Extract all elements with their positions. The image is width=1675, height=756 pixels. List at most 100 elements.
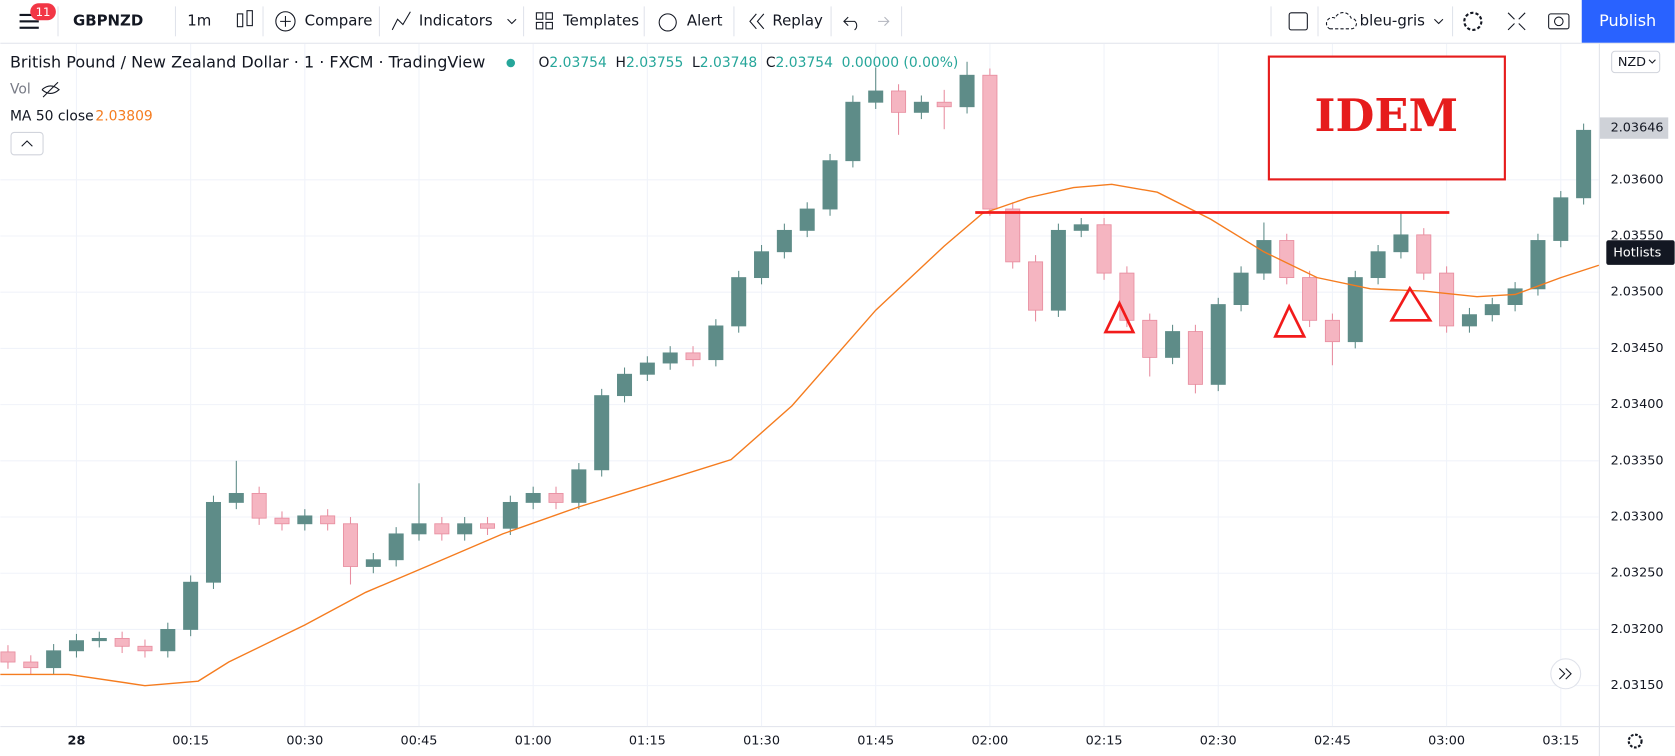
candle-body <box>1324 319 1340 343</box>
candle-body <box>434 523 450 535</box>
x-tick-label: 02:30 <box>1200 734 1237 749</box>
last-price-label: 2.03646 <box>1611 121 1664 136</box>
x-tick-label: 01:30 <box>743 734 780 749</box>
triangle-drawing[interactable] <box>1103 300 1136 334</box>
triangle-drawing[interactable] <box>1273 303 1307 338</box>
y-tick-label: 2.03350 <box>1611 453 1664 468</box>
candle-body <box>1576 129 1592 199</box>
scroll-button[interactable] <box>1550 658 1582 690</box>
candle-body <box>1279 240 1295 279</box>
layout-name[interactable]: bleu-gris <box>1360 11 1425 29</box>
scroll-icon <box>1558 668 1572 680</box>
series-title: British Pound / New Zealand Dollar · 1 ·… <box>10 53 485 72</box>
l-value: 2.03748 <box>700 55 757 71</box>
hotlists-label: Hotlists <box>1613 246 1661 261</box>
change-value: 0.00000 (0.00%) <box>842 55 959 71</box>
candle-body <box>342 523 358 567</box>
dropdown-arrow <box>507 18 517 25</box>
candle-body <box>1393 234 1409 253</box>
plot <box>0 61 1600 687</box>
interval[interactable]: 1m <box>187 11 211 29</box>
candle-body <box>1210 304 1226 385</box>
candle-body <box>548 492 564 503</box>
ma-label: MA 50 close <box>10 108 94 124</box>
hotlists-tab[interactable] <box>1606 240 1675 265</box>
candle-body <box>594 395 610 471</box>
candle-body <box>571 469 587 503</box>
candle-body <box>936 101 952 108</box>
compare-icon <box>275 11 296 32</box>
candle-body <box>251 492 267 519</box>
snapshot-button[interactable] <box>1548 13 1570 30</box>
ohlc-legend: O2.03754 H2.03755 L2.03748 C2.03754 0.00… <box>539 55 959 71</box>
candle-body <box>891 90 907 113</box>
templates-button[interactable]: Templates <box>562 11 639 29</box>
snapshot-lens <box>1553 16 1564 27</box>
compare-icon <box>280 16 291 27</box>
l-label: L <box>692 55 700 71</box>
y-tick-label: 2.03150 <box>1611 678 1664 693</box>
alert-icon <box>658 13 677 32</box>
settings-button[interactable] <box>1463 11 1483 31</box>
candle-body <box>525 492 541 503</box>
axis-settings[interactable] <box>1627 733 1643 749</box>
candle-body <box>1050 229 1066 311</box>
replay-button[interactable]: Replay <box>772 11 823 29</box>
indicators-button[interactable]: Indicators <box>419 11 493 29</box>
fullscreen-button[interactable] <box>1507 12 1526 31</box>
chart-type-button[interactable] <box>236 10 253 28</box>
icon <box>535 21 544 30</box>
candle-body <box>1439 272 1455 327</box>
candle-body <box>297 515 313 525</box>
candle-body <box>365 559 381 567</box>
candle-body <box>91 637 107 642</box>
undo-button[interactable] <box>843 16 858 31</box>
candle-body <box>685 352 701 361</box>
c-label: C <box>766 55 776 71</box>
text-box[interactable] <box>1267 55 1506 181</box>
candle-body <box>1416 234 1432 274</box>
last-price-tag <box>1599 117 1669 139</box>
currency-button[interactable] <box>1611 50 1661 74</box>
menu-button[interactable]: 11 <box>19 3 56 29</box>
x-tick-label: 02:00 <box>971 734 1008 749</box>
x-tick-label: 00:30 <box>286 734 323 749</box>
candle-body <box>0 651 16 663</box>
candle-body <box>502 501 518 529</box>
collapse-button[interactable] <box>10 131 44 156</box>
candle-body <box>913 101 929 113</box>
candle-body <box>274 517 290 525</box>
candle-body <box>68 640 84 652</box>
compare-button[interactable]: Compare <box>305 11 373 29</box>
candle-body <box>1142 319 1158 358</box>
candle-body <box>639 362 655 375</box>
candle-body <box>822 160 838 210</box>
publish-button[interactable] <box>1581 0 1675 43</box>
menu-bar <box>19 20 39 23</box>
hidden-icon[interactable] <box>41 81 60 98</box>
o-label: O <box>539 55 550 71</box>
x-tick-label: 03:00 <box>1428 734 1465 749</box>
layout-button[interactable] <box>1288 12 1308 31</box>
candle-body <box>1028 261 1044 311</box>
candle-body <box>776 229 792 253</box>
dropdown-arrow <box>1648 59 1656 64</box>
candle-body <box>1233 272 1249 305</box>
redo-button[interactable] <box>878 16 890 27</box>
x-tick-label: 00:15 <box>172 734 209 749</box>
symbol[interactable]: GBPNZD <box>73 11 143 29</box>
vol-label: Vol <box>10 82 31 98</box>
alert-button[interactable]: Alert <box>687 11 723 29</box>
y-tick-label: 2.03250 <box>1611 566 1664 581</box>
candle-body <box>1461 314 1477 327</box>
triangle-drawing[interactable] <box>1389 285 1433 322</box>
c-value: 2.03754 <box>776 55 834 71</box>
currency: NZD <box>1618 55 1646 70</box>
candle-body <box>183 581 199 630</box>
candle-body <box>457 523 473 535</box>
o-value: 2.03754 <box>549 55 607 71</box>
candle-body <box>160 629 176 652</box>
candle-body <box>1347 277 1363 343</box>
